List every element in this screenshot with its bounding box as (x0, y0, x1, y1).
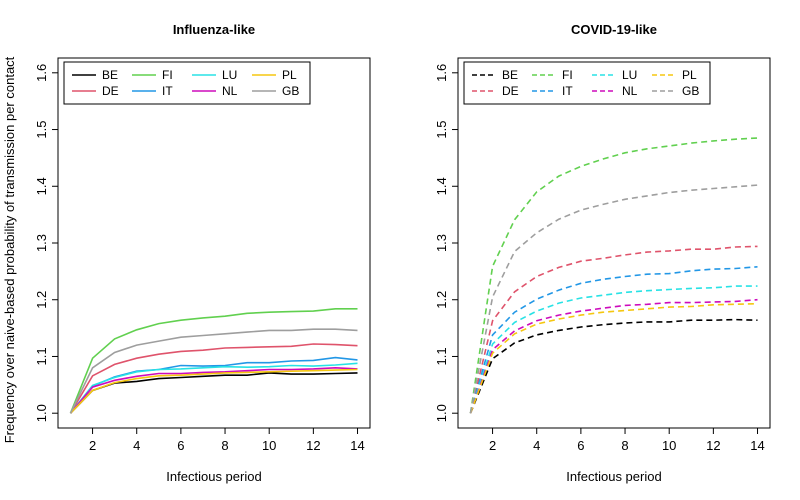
legend-label-fi: FI (562, 68, 573, 82)
legend-label-nl: NL (222, 84, 238, 98)
y-tick-label: 1.3 (434, 234, 449, 252)
y-tick-label: 1.6 (434, 64, 449, 82)
legend-label-lu: LU (622, 68, 637, 82)
legend-label-it: IT (562, 84, 573, 98)
y-tick-label: 1.0 (434, 404, 449, 422)
series-line-pl (469, 302, 758, 414)
x-tick-label: 10 (662, 438, 676, 453)
series-line-fi (469, 137, 758, 414)
plot-frame (457, 57, 771, 429)
y-tick-label: 1.4 (34, 177, 49, 195)
y-tick-label: 1.2 (34, 291, 49, 309)
chart-title: Influenza-like (173, 22, 255, 37)
series-line-de (469, 245, 758, 414)
series-line-nl (69, 366, 358, 414)
series-line-de (69, 343, 358, 414)
y-tick-label: 1.6 (34, 64, 49, 82)
y-tick-label: 1.5 (434, 120, 449, 138)
x-tick-label: 8 (621, 438, 628, 453)
x-tick-label: 8 (221, 438, 228, 453)
series-line-nl (469, 298, 758, 414)
legend-label-nl: NL (622, 84, 638, 98)
x-tick-label: 12 (706, 438, 720, 453)
legend-label-be: BE (502, 68, 518, 82)
y-tick-label: 1.1 (434, 347, 449, 365)
series-line-fi (69, 308, 358, 414)
legend-label-it: IT (162, 84, 173, 98)
y-tick-label: 1.4 (434, 177, 449, 195)
x-tick-label: 6 (177, 438, 184, 453)
legend-label-fi: FI (162, 68, 173, 82)
legend: BE DE FI IT LU NL PL GB (63, 61, 311, 105)
series-line-gb (69, 328, 358, 414)
legend-label-pl: PL (282, 68, 297, 82)
legend-label-gb: GB (282, 84, 299, 98)
x-tick-label: 2 (489, 438, 496, 453)
legend-label-de: DE (502, 84, 519, 98)
y-tick-label: 1.5 (34, 120, 49, 138)
x-tick-label: 6 (577, 438, 584, 453)
x-tick-label: 10 (262, 438, 276, 453)
y-tick-label: 1.0 (34, 404, 49, 422)
y-tick-label: 1.1 (34, 347, 49, 365)
series-line-be (69, 372, 358, 414)
series-line-gb (469, 184, 758, 414)
legend-label-de: DE (102, 84, 119, 98)
legend-box (463, 61, 711, 105)
legend-label-be: BE (102, 68, 118, 82)
series-line-lu (469, 285, 758, 414)
series-line-lu (69, 362, 358, 414)
shared-y-axis-label: Frequency over naive-based probability o… (2, 56, 17, 443)
series-line-be (469, 318, 758, 414)
x-tick-label: 4 (533, 438, 540, 453)
legend-box (63, 61, 311, 105)
chart-title: COVID-19-like (571, 22, 657, 37)
series-line-it (469, 266, 758, 414)
x-tick-label: 4 (133, 438, 140, 453)
x-axis-label: Infectious period (166, 469, 261, 484)
y-tick-label: 1.3 (34, 234, 49, 252)
legend-label-pl: PL (682, 68, 697, 82)
chart-panel-covid: COVID-19-like Infectious period 2 4 6 8 10 12… (434, 22, 771, 484)
y-tick-label: 1.2 (434, 291, 449, 309)
x-axis-label: Infectious period (566, 469, 661, 484)
x-tick-label: 12 (306, 438, 320, 453)
legend: BE DE FI IT LU NL PL GB (463, 61, 711, 105)
x-tick-label: 14 (350, 438, 364, 453)
x-tick-label: 2 (89, 438, 96, 453)
legend-label-lu: LU (222, 68, 237, 82)
series-line-pl (69, 368, 358, 414)
chart-panel-influenza: Influenza-like Infectious period 2 4 6 8 10 1… (34, 22, 371, 484)
legend-label-gb: GB (682, 84, 699, 98)
x-tick-label: 14 (750, 438, 764, 453)
